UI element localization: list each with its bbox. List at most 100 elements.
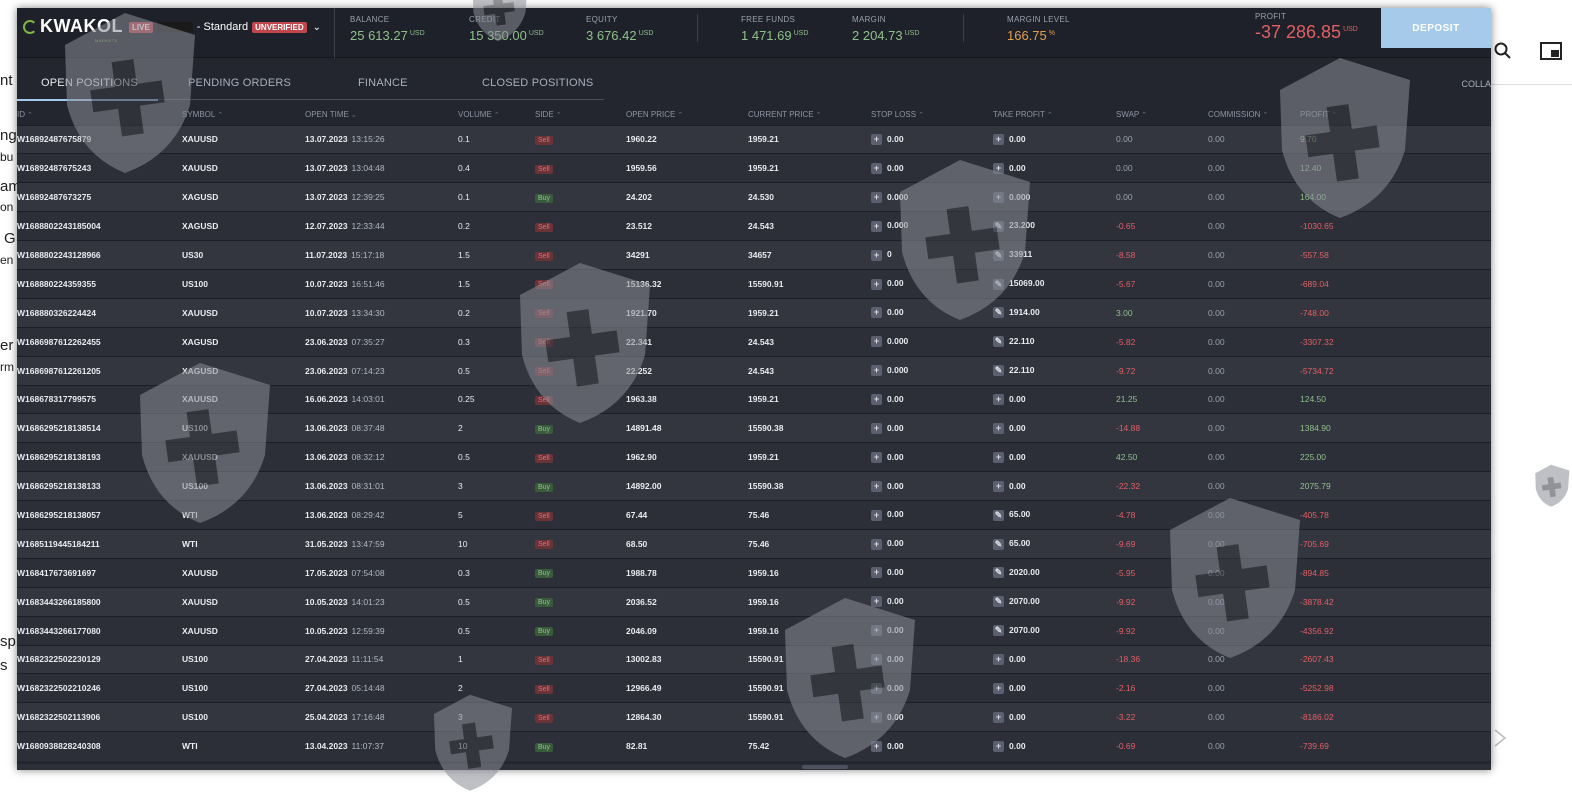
add-stop-loss-icon[interactable]: + bbox=[871, 625, 882, 637]
scrollbar-thumb[interactable] bbox=[802, 765, 848, 769]
tab-pending-orders[interactable]: PENDING ORDERS bbox=[188, 77, 292, 89]
add-stop-loss-icon[interactable]: + bbox=[871, 711, 882, 723]
search-icon[interactable] bbox=[1494, 42, 1512, 60]
edit-take-profit-icon[interactable]: ✎ bbox=[993, 336, 1004, 348]
add-take-profit-icon[interactable]: + bbox=[993, 711, 1004, 723]
table-row[interactable]: W168678317799575 XAUUSD 16.06.2023 14:03:01… bbox=[17, 384, 1491, 414]
add-stop-loss-icon[interactable]: + bbox=[871, 307, 882, 319]
column-header[interactable]: SWAP ⌃ bbox=[1116, 105, 1208, 125]
column-header[interactable]: STOP LOSS ⌃ bbox=[871, 105, 993, 125]
picture-in-picture-icon[interactable] bbox=[1540, 42, 1562, 60]
table-row[interactable]: W1688802243185004 XAGUSD 12.07.2023 12:33:4… bbox=[17, 211, 1491, 241]
table-row[interactable]: W1682322502210246 US100 27.04.2023 05:14:48… bbox=[17, 673, 1491, 703]
deposit-button[interactable]: DEPOSIT bbox=[1381, 8, 1491, 48]
edit-take-profit-icon[interactable]: ✎ bbox=[993, 567, 1004, 579]
add-stop-loss-icon[interactable]: + bbox=[871, 220, 882, 232]
edit-take-profit-icon[interactable]: ✎ bbox=[993, 220, 1004, 232]
table-row[interactable]: W1686295218138057 WTI 13.06.2023 08:29:42 5 S… bbox=[17, 500, 1491, 530]
add-stop-loss-icon[interactable]: + bbox=[871, 394, 882, 406]
edit-take-profit-icon[interactable]: ✎ bbox=[993, 365, 1004, 377]
table-row[interactable]: W168880326224424 XAUUSD 10.07.2023 13:34:30… bbox=[17, 297, 1491, 328]
table-row[interactable]: W1686295218138193 XAUUSD 13.06.2023 08:32:1… bbox=[17, 442, 1491, 472]
table-row[interactable]: W16892487675243 XAUUSD 13.07.2023 13:04:48 0… bbox=[17, 153, 1491, 183]
edit-take-profit-icon[interactable]: ✎ bbox=[993, 307, 1004, 319]
collapse-button[interactable]: COLLA bbox=[1461, 79, 1491, 89]
table-row[interactable]: W1682322502230129 US100 27.04.2023 11:11:54… bbox=[17, 644, 1491, 674]
table-row[interactable]: W1688802243128966 US30 11.07.2023 15:17:18 1… bbox=[17, 240, 1491, 270]
column-header[interactable]: COMMISSION ⌃ bbox=[1208, 105, 1300, 125]
chevron-down-icon[interactable]: ⌄ bbox=[312, 21, 321, 33]
edit-take-profit-icon[interactable]: ✎ bbox=[993, 509, 1004, 521]
column-header[interactable]: TAKE PROFIT ⌃ bbox=[993, 105, 1116, 125]
side-value: Sell bbox=[535, 222, 553, 232]
add-stop-loss-icon[interactable]: + bbox=[871, 682, 882, 694]
add-stop-loss-icon[interactable]: + bbox=[871, 538, 882, 550]
add-stop-loss-icon[interactable]: + bbox=[871, 567, 882, 579]
add-stop-loss-icon[interactable]: + bbox=[871, 654, 882, 666]
column-header[interactable]: SIDE ⌃ bbox=[535, 105, 626, 125]
add-stop-loss-icon[interactable]: + bbox=[871, 134, 882, 146]
column-header[interactable]: ID ⌃ bbox=[17, 105, 182, 125]
add-take-profit-icon[interactable]: + bbox=[993, 741, 1004, 753]
add-stop-loss-icon[interactable]: + bbox=[871, 741, 882, 753]
column-header[interactable]: PROFIT ⌃ bbox=[1300, 105, 1491, 125]
add-take-profit-icon[interactable]: + bbox=[993, 451, 1004, 463]
add-stop-loss-icon[interactable]: + bbox=[871, 278, 882, 290]
symbol-value: US100 bbox=[182, 423, 208, 434]
column-header[interactable]: OPEN TIME ⌄ bbox=[305, 105, 458, 125]
add-take-profit-icon[interactable]: + bbox=[993, 134, 1004, 146]
open-time: 25.04.2023 17:16:48 bbox=[305, 702, 458, 732]
tab-closed-positions[interactable]: CLOSED POSITIONS bbox=[482, 77, 594, 89]
table-row[interactable]: W1686987612262455 XAGUSD 23.06.2023 07:35:2… bbox=[17, 326, 1491, 357]
table-row[interactable]: W1686295218138514 US100 13.06.2023 08:37:48… bbox=[17, 413, 1491, 443]
table-row[interactable]: W16892487675879 XAUUSD 13.07.2023 13:15:26 0… bbox=[17, 124, 1491, 154]
add-take-profit-icon[interactable]: + bbox=[993, 654, 1004, 666]
stat-value: 15 350.00 USD bbox=[469, 28, 544, 43]
add-stop-loss-icon[interactable]: + bbox=[871, 162, 882, 174]
edit-take-profit-icon[interactable]: ✎ bbox=[993, 625, 1004, 637]
add-take-profit-icon[interactable]: + bbox=[993, 422, 1004, 434]
add-stop-loss-icon[interactable]: + bbox=[871, 480, 882, 492]
table-row[interactable]: W1683443266185800 XAUUSD 10.05.2023 14:01:2… bbox=[17, 586, 1491, 617]
table-row[interactable]: W1682322502113906 US100 25.04.2023 17:16:48… bbox=[17, 702, 1491, 732]
edit-take-profit-icon[interactable]: ✎ bbox=[993, 278, 1004, 290]
column-header[interactable]: SYMBOL ⌃ bbox=[182, 105, 305, 125]
swap-value: 0.00 bbox=[1116, 163, 1133, 174]
next-arrow-icon[interactable] bbox=[1492, 728, 1508, 748]
add-stop-loss-icon[interactable]: + bbox=[871, 336, 882, 348]
add-take-profit-icon[interactable]: + bbox=[993, 162, 1004, 174]
edit-take-profit-icon[interactable]: ✎ bbox=[993, 596, 1004, 608]
table-row[interactable]: W168417673691697 XAUUSD 17.05.2023 07:54:08… bbox=[17, 557, 1491, 588]
position-id-value: W1686987612262455 bbox=[17, 336, 101, 347]
swap: -14.88 bbox=[1116, 413, 1208, 443]
table-row[interactable]: W1686987612261205 XAGUSD 23.06.2023 07:14:2… bbox=[17, 355, 1491, 386]
add-stop-loss-icon[interactable]: + bbox=[871, 191, 882, 203]
add-stop-loss-icon[interactable]: + bbox=[871, 451, 882, 463]
add-stop-loss-icon[interactable]: + bbox=[871, 365, 882, 377]
add-stop-loss-icon[interactable]: + bbox=[871, 509, 882, 521]
stop-loss-value: 0.00 bbox=[887, 740, 904, 751]
table-row[interactable]: W1685119445184211 WTI 31.05.2023 13:47:59 10… bbox=[17, 528, 1491, 559]
column-header[interactable]: CURRENT PRICE ⌃ bbox=[748, 105, 871, 125]
add-take-profit-icon[interactable]: + bbox=[993, 394, 1004, 406]
edit-take-profit-icon[interactable]: ✎ bbox=[993, 249, 1004, 261]
add-take-profit-icon[interactable]: + bbox=[993, 480, 1004, 492]
swap: -3.22 bbox=[1116, 702, 1208, 732]
horizontal-scrollbar[interactable] bbox=[17, 764, 1491, 770]
edit-take-profit-icon[interactable]: ✎ bbox=[993, 538, 1004, 550]
table-row[interactable]: W1686295218138133 US100 13.06.2023 08:31:01… bbox=[17, 471, 1491, 501]
account-selector[interactable]: LIVE - Standard UNVERIFIED ⌄ bbox=[129, 21, 321, 33]
tab-finance[interactable]: FINANCE bbox=[358, 77, 408, 89]
add-stop-loss-icon[interactable]: + bbox=[871, 422, 882, 434]
add-stop-loss-icon[interactable]: + bbox=[871, 249, 882, 261]
add-stop-loss-icon[interactable]: + bbox=[871, 596, 882, 608]
table-row[interactable]: W1683443266177080 XAUUSD 10.05.2023 12:59:3… bbox=[17, 615, 1491, 646]
column-header[interactable]: OPEN PRICE ⌃ bbox=[626, 105, 748, 125]
column-header[interactable]: VOLUME ⌃ bbox=[458, 105, 535, 125]
tab-open-positions[interactable]: OPEN POSITIONS bbox=[41, 77, 138, 89]
table-row[interactable]: W1680938828240308 WTI 13.04.2023 11:07:37 10… bbox=[17, 731, 1491, 761]
add-take-profit-icon[interactable]: + bbox=[993, 682, 1004, 694]
table-row[interactable]: W168880224359355 US100 10.07.2023 16:51:46 1… bbox=[17, 268, 1491, 299]
add-take-profit-icon[interactable]: + bbox=[993, 191, 1004, 203]
table-row[interactable]: W16892487673275 XAGUSD 13.07.2023 12:39:25 0… bbox=[17, 182, 1491, 212]
